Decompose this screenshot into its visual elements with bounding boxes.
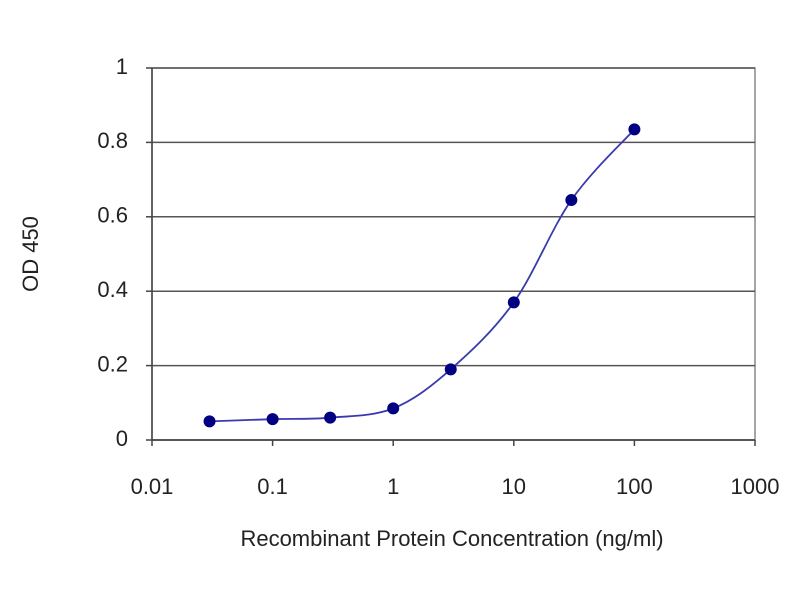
data-point [628,123,641,136]
data-point [266,413,279,426]
data-point [507,296,520,309]
y-axis-label: OD 450 [18,216,43,292]
curve [209,128,636,423]
data-point [203,415,216,428]
plot-frame [151,67,756,441]
y-tick-label: 0.6 [97,203,128,228]
y-tick-label: 0.4 [97,277,128,302]
data-point [444,363,457,376]
y-tick-label: 0 [116,426,128,451]
x-tick-label: 1000 [731,474,780,499]
x-axis-label: Recombinant Protein Concentration (ng/ml… [240,526,663,551]
y-tick-label: 0.2 [97,351,128,376]
data-point [324,411,337,424]
x-tick-label: 100 [616,474,653,499]
x-tick-label: 10 [502,474,526,499]
y-tick-label: 0.8 [97,128,128,153]
x-tick-label: 0.01 [131,474,174,499]
y-tick-label: 1 [116,54,128,79]
x-tick-label: 0.1 [257,474,288,499]
x-tick-label: 1 [387,474,399,499]
data-point [565,194,578,207]
data-point [387,402,400,415]
